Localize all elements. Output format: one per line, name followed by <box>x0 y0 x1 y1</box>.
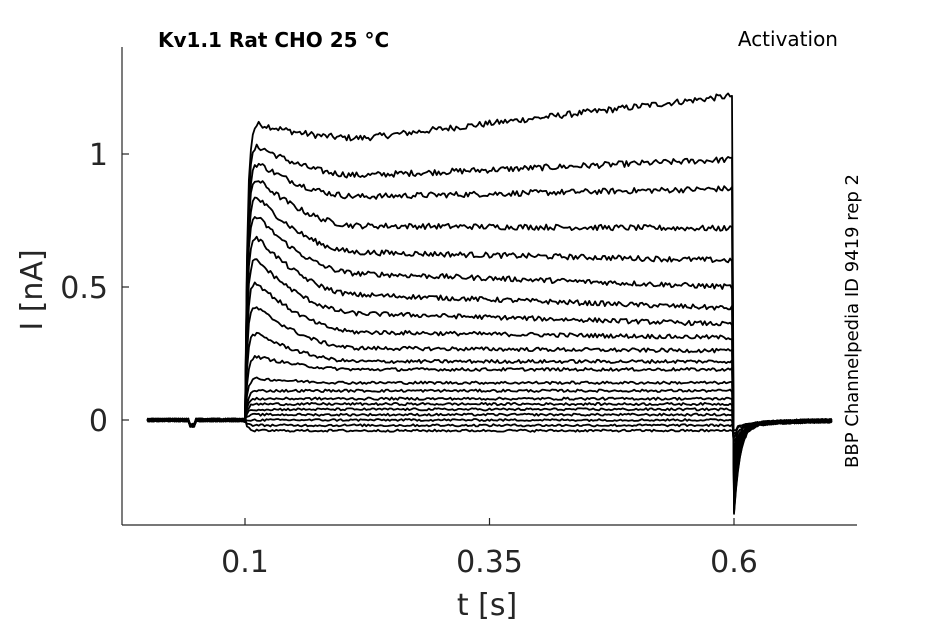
y-tick-label: 1 <box>89 138 108 173</box>
x-axis-label: t [s] <box>457 588 517 623</box>
ticks: 0.1 0.35 0.6 0 0.5 1 <box>60 138 758 580</box>
current-sweep-5 <box>146 196 832 498</box>
current-sweep-15 <box>146 396 832 456</box>
chart-title: Kv1.1 Rat CHO 25 °C <box>158 28 389 52</box>
current-sweep-3 <box>146 162 833 508</box>
current-sweep-6 <box>146 216 833 495</box>
current-sweep-20 <box>147 417 833 435</box>
current-sweep-2 <box>147 143 833 514</box>
current-traces <box>146 92 833 515</box>
current-sweep-18 <box>146 412 832 443</box>
current-sweep-1 <box>146 92 833 515</box>
x-tick-label: 0.35 <box>456 545 523 580</box>
current-sweep-21 <box>146 417 833 433</box>
axes <box>121 47 857 526</box>
protocol-label: Activation <box>738 27 838 51</box>
y-tick-label: 0.5 <box>60 271 108 306</box>
current-sweep-16 <box>146 402 833 454</box>
current-sweep-9 <box>146 281 832 482</box>
current-sweep-19 <box>146 417 833 439</box>
current-sweep-13 <box>146 376 833 466</box>
x-tick-label: 0.1 <box>221 545 269 580</box>
current-sweep-4 <box>146 180 832 506</box>
current-sweep-17 <box>146 407 833 450</box>
current-sweep-10 <box>146 306 832 476</box>
x-tick-label: 0.6 <box>710 545 758 580</box>
current-sweep-7 <box>147 235 833 491</box>
channelpedia-id-label: BBP Channelpedia ID 9419 rep 2 <box>842 174 863 468</box>
current-sweep-11 <box>146 331 833 476</box>
y-axis-label: I [nA] <box>15 249 50 330</box>
current-sweep-12 <box>146 355 833 470</box>
current-sweep-8 <box>147 258 833 485</box>
current-sweep-14 <box>146 388 833 460</box>
y-tick-label: 0 <box>89 404 108 439</box>
